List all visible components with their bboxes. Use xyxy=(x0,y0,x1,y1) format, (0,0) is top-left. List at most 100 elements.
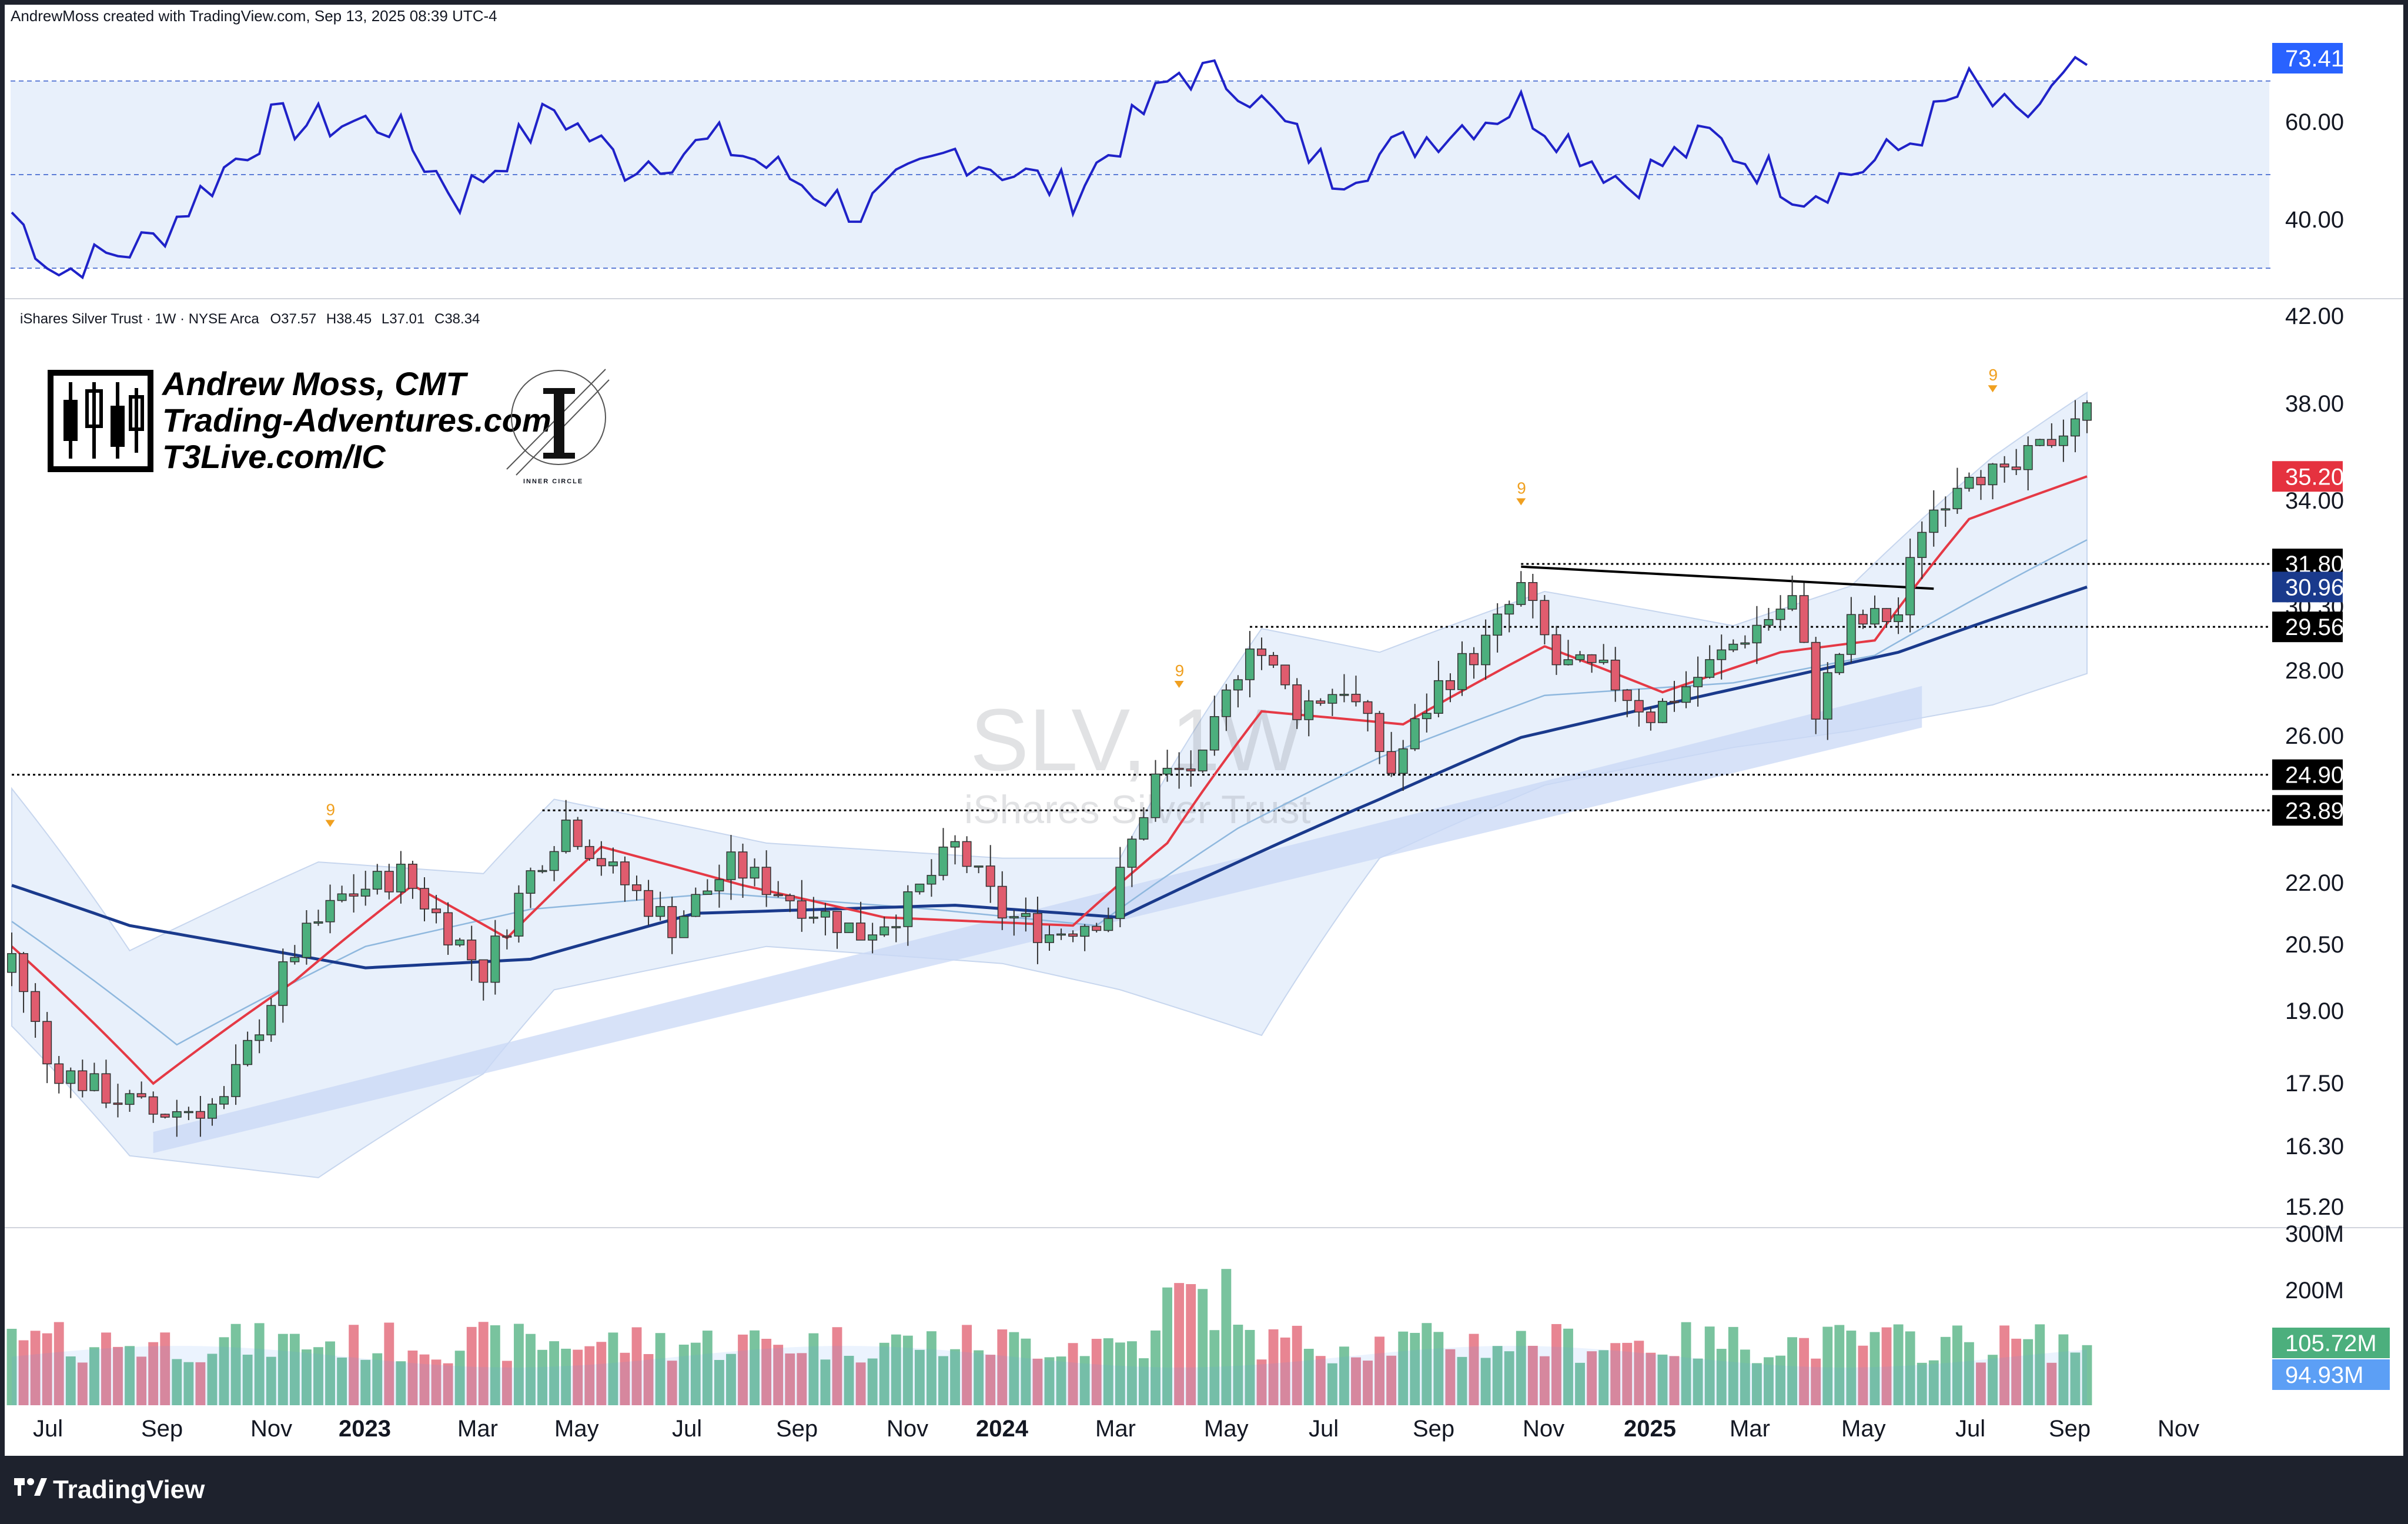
candle xyxy=(808,897,818,924)
candle xyxy=(608,847,618,874)
candle-body xyxy=(1032,913,1042,943)
volume-bar xyxy=(1764,1357,1774,1405)
candle xyxy=(490,920,500,995)
candle xyxy=(136,1081,146,1099)
candle xyxy=(243,1031,253,1067)
candle-body xyxy=(1705,659,1715,678)
volume-bar xyxy=(1740,1349,1750,1405)
candle-body xyxy=(148,1096,158,1115)
candle-body xyxy=(1787,595,1797,610)
volume-bar xyxy=(927,1331,937,1405)
candle xyxy=(691,887,701,917)
volume-bar xyxy=(1292,1325,1302,1405)
volume-bar xyxy=(820,1359,831,1405)
candle-body xyxy=(1363,701,1373,714)
td-sequential-markers: 9 9 9 9 xyxy=(325,366,1998,827)
candle xyxy=(101,1060,111,1108)
time-axis-label: Jul xyxy=(672,1416,702,1442)
candle xyxy=(1469,647,1479,679)
volume-bar xyxy=(1716,1349,1727,1405)
volume-bar xyxy=(1256,1359,1267,1405)
logo-candle-2 xyxy=(85,389,103,428)
candle-body xyxy=(1822,672,1832,720)
candle-body xyxy=(1622,689,1632,701)
candle xyxy=(1221,684,1231,731)
volume-bar xyxy=(289,1333,300,1405)
rsi-axis-label-40: 40.00 xyxy=(2285,207,2344,233)
rsi-panel[interactable] xyxy=(11,55,2270,280)
candle xyxy=(360,871,370,906)
candle xyxy=(773,881,783,898)
price-axis-label-20-50: 20.50 xyxy=(2285,932,2344,958)
time-scale[interactable]: Jul Sep Nov 2023 Mar May Jul Sep Nov 202… xyxy=(33,1416,2199,1442)
volume-bar xyxy=(219,1337,229,1405)
inner-circle-serif-top xyxy=(543,388,575,394)
candle-body xyxy=(1445,680,1455,690)
inner-circle-letter-i xyxy=(554,388,564,459)
price-badge-box xyxy=(2272,611,2343,643)
candle-body xyxy=(761,867,771,895)
candle-body xyxy=(2046,439,2056,446)
candle-body xyxy=(313,921,323,924)
candle xyxy=(1292,678,1302,729)
candle xyxy=(1575,651,1585,663)
volume-bar xyxy=(1728,1326,1738,1405)
volume-bar xyxy=(136,1356,147,1405)
resistance-trendline xyxy=(1521,565,1934,590)
candle xyxy=(738,843,748,898)
candle-body xyxy=(773,894,783,897)
candle xyxy=(1339,674,1349,703)
volume-bar xyxy=(726,1353,736,1405)
candle-body xyxy=(985,865,995,887)
candle-body xyxy=(1221,689,1231,717)
volume-bar xyxy=(1527,1345,1538,1405)
candle xyxy=(407,861,417,899)
candle-body xyxy=(183,1111,193,1114)
candle xyxy=(903,885,913,946)
tradingview-brand[interactable]: TradingView xyxy=(14,1475,205,1504)
candle xyxy=(1563,640,1573,666)
volume-bar xyxy=(985,1355,996,1405)
candle xyxy=(1316,698,1326,706)
candle xyxy=(1917,521,1927,579)
volume-bar xyxy=(1056,1356,1066,1405)
volume-bar xyxy=(714,1360,724,1405)
volume-bar xyxy=(1480,1358,1491,1405)
volume-bar xyxy=(561,1348,571,1405)
candle xyxy=(54,1055,64,1094)
volume-bar xyxy=(301,1349,312,1405)
candle xyxy=(1186,750,1196,787)
price-axis-label-42: 42.00 xyxy=(2285,303,2344,329)
price-axis-label-26: 26.00 xyxy=(2285,723,2344,749)
volume-bar xyxy=(1233,1325,1243,1405)
time-axis-label: Nov xyxy=(250,1416,292,1442)
candle xyxy=(42,1012,52,1084)
candle-body xyxy=(1646,711,1656,723)
candle-body xyxy=(1056,933,1066,936)
volume-bar xyxy=(1952,1325,1962,1405)
candlestick-series[interactable] xyxy=(7,400,2092,1137)
candle xyxy=(1705,645,1715,679)
volume-bar xyxy=(1021,1338,1031,1405)
price-scale[interactable]: 60.00 40.00 73.41 42.00 38.00 34.00 28.0… xyxy=(2272,43,2390,1390)
candle xyxy=(868,923,878,954)
candle xyxy=(1516,571,1526,607)
volume-bar xyxy=(1846,1331,1857,1405)
volume-bar xyxy=(1186,1284,1196,1405)
volume-bar xyxy=(396,1361,406,1405)
candle xyxy=(7,933,16,987)
volume-bar xyxy=(77,1362,88,1405)
price-badge: 23.89 xyxy=(2272,795,2344,826)
candle-body xyxy=(243,1040,253,1065)
volume-series xyxy=(6,1269,2092,1405)
volume-bar xyxy=(1469,1333,1479,1405)
candle xyxy=(997,871,1007,930)
candle-body xyxy=(1516,582,1526,605)
volume-bar xyxy=(1433,1332,1444,1405)
candle-body xyxy=(2082,402,2092,421)
volume-bar xyxy=(1775,1355,1785,1405)
candle xyxy=(479,959,489,1001)
volume-bar xyxy=(1657,1354,1668,1405)
